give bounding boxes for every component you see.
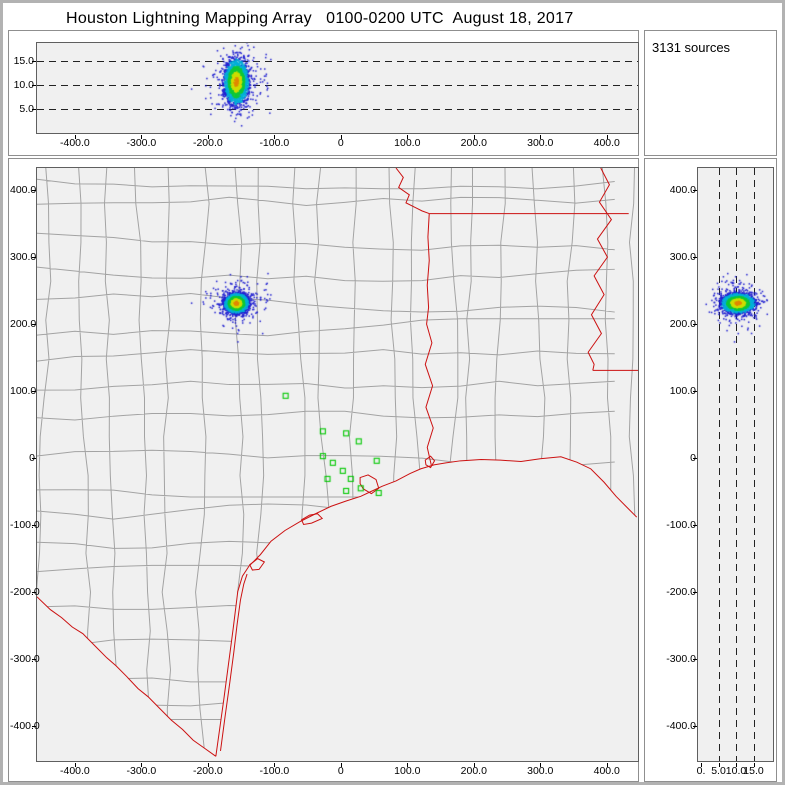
ew-tick-mark <box>473 763 475 767</box>
ew-tick-mark <box>407 763 409 767</box>
ns-tick-mark <box>693 659 697 661</box>
ew-tick-mark <box>340 135 342 139</box>
alt-tick-label: 10.0 <box>13 79 34 91</box>
ns-tick-label: 0 <box>646 452 696 464</box>
ns-tick-label: -300.0 <box>666 653 696 666</box>
ew-tick-label: -100.0 <box>259 765 290 777</box>
ew-tick-label: -300.0 <box>126 765 157 777</box>
ew-tick-label: 400.0 <box>593 137 620 149</box>
alt-tick-label: 5.0 <box>19 103 34 115</box>
ns-tick-mark <box>32 458 36 460</box>
altitude-vs-ns-scatter <box>698 168 773 761</box>
altitude-vs-ew-scatter <box>37 43 638 133</box>
alt-tick-mark <box>753 763 755 767</box>
ns-tick-mark <box>693 525 697 527</box>
ns-tick-mark <box>693 324 697 326</box>
ns-tick-label: -400.0 <box>10 720 40 733</box>
ns-tick-label: 400.0 <box>10 184 37 197</box>
ew-tick-label: 300.0 <box>527 765 554 777</box>
ew-tick-mark <box>274 135 276 139</box>
alt-tick-mark <box>736 763 737 767</box>
altitude-vs-ew-panel: -400.0 -300.0 -200.0 -100.0 0 100.0 200.0 300.0… <box>8 30 639 156</box>
ew-tick-label: 100.0 <box>394 765 421 777</box>
alt-tick-mark <box>718 763 720 767</box>
ew-tick-label: 400.0 <box>593 765 620 777</box>
ew-tick-label: -300.0 <box>126 137 157 149</box>
alt-tick-label: 15.0 <box>743 765 764 777</box>
ew-tick-label: -100.0 <box>259 137 290 149</box>
ns-tick-mark <box>32 525 36 527</box>
ew-tick-label: 300.0 <box>527 137 554 149</box>
ns-tick-label: 300.0 <box>669 251 696 264</box>
ns-tick-mark <box>32 726 36 728</box>
ew-tick-mark <box>274 763 276 767</box>
plan-view-scatter <box>37 168 638 761</box>
alt-tick-mark <box>32 109 36 110</box>
ns-tick-mark <box>693 391 697 393</box>
ew-tick-mark <box>473 135 475 139</box>
ew-tick-label: 0 <box>337 765 344 777</box>
altitude-vs-ns-panel: 400.0 300.0 200.0 100.0 0 -100.0 -200.0 -300.0 -… <box>644 158 777 782</box>
ns-tick-mark <box>32 190 36 192</box>
ew-tick-mark <box>540 763 542 767</box>
ew-tick-label: -200.0 <box>192 765 223 777</box>
ns-tick-mark <box>32 324 36 326</box>
ew-tick-mark <box>74 135 76 139</box>
alt-tick-mark <box>32 61 36 62</box>
ew-tick-label: 200.0 <box>460 765 487 777</box>
ew-tick-mark <box>207 763 209 767</box>
ew-tick-label: 0 <box>337 137 344 149</box>
ns-tick-label: 200.0 <box>10 318 37 331</box>
ns-tick-label: 400.0 <box>669 184 696 197</box>
ns-tick-mark <box>32 659 36 661</box>
sources-count-label: 3131 sources <box>652 40 731 55</box>
ns-tick-label: -200.0 <box>10 586 40 599</box>
ew-tick-label: 200.0 <box>460 137 487 149</box>
ns-tick-mark <box>32 391 36 393</box>
ns-tick-label: -400.0 <box>666 720 696 733</box>
ew-tick-mark <box>74 763 76 767</box>
alt-tick-mark <box>32 85 36 86</box>
ew-tick-label: 100.0 <box>394 137 421 149</box>
ew-tick-mark <box>340 763 342 767</box>
alt-tick-label: 15.0 <box>13 55 34 67</box>
ew-tick-mark <box>141 135 143 139</box>
ns-tick-label: 100.0 <box>10 385 37 398</box>
ns-tick-mark <box>32 592 36 594</box>
ew-tick-label: -400.0 <box>60 137 90 149</box>
ew-tick-mark <box>407 135 409 139</box>
ns-tick-label: 200.0 <box>669 318 696 331</box>
page-title: Houston Lightning Mapping Array 0100-020… <box>66 10 574 27</box>
altitude-vs-ew-plot <box>36 42 639 134</box>
altitude-vs-ns-plot <box>697 167 774 762</box>
ew-tick-mark <box>141 763 143 767</box>
plan-view-map-panel: -400.0 -300.0 -200.0 -100.0 0 100.0 200.0 300.0… <box>8 158 639 782</box>
ns-tick-label: -200.0 <box>666 586 696 599</box>
ns-tick-label: -100.0 <box>10 519 40 532</box>
ns-tick-mark <box>693 592 697 594</box>
ew-tick-mark <box>540 135 542 139</box>
alt-tick-label: 5.0 <box>711 765 726 777</box>
ns-tick-mark <box>693 190 697 192</box>
ns-tick-mark <box>693 257 697 259</box>
ns-tick-mark <box>693 458 697 460</box>
alt-tick-label: 10.0 <box>725 765 747 777</box>
ew-tick-mark <box>606 763 608 767</box>
ew-tick-label: -400.0 <box>60 765 90 777</box>
alt-tick-mark <box>701 763 702 767</box>
plan-view-map-plot <box>36 167 639 762</box>
ns-tick-label: 300.0 <box>10 251 37 264</box>
ns-tick-label: -100.0 <box>666 519 696 532</box>
ns-tick-label: -300.0 <box>10 653 40 666</box>
ns-tick-mark <box>693 726 697 728</box>
alt-tick-label: 0. <box>696 765 706 777</box>
ns-tick-mark <box>32 257 36 259</box>
ew-tick-mark <box>606 135 608 139</box>
ew-tick-mark <box>207 135 209 139</box>
ew-tick-label: -200.0 <box>192 137 223 149</box>
ns-tick-label: 100.0 <box>669 385 696 398</box>
sources-count-panel: 3131 sources <box>644 30 777 156</box>
